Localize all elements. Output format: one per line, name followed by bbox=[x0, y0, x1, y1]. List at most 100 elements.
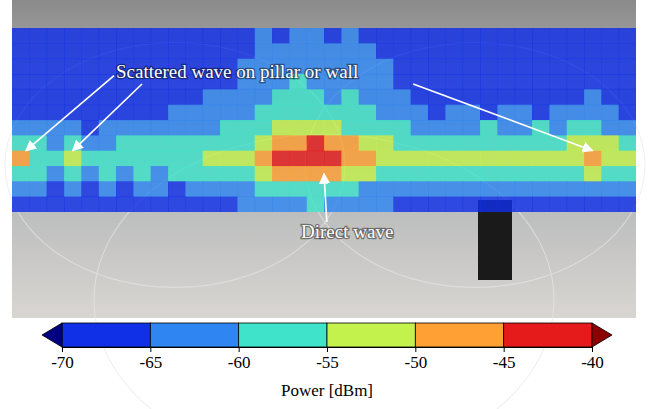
heat-cell bbox=[428, 181, 446, 197]
heat-cell bbox=[237, 151, 255, 167]
heat-cell bbox=[549, 74, 567, 90]
heat-cell bbox=[376, 59, 394, 75]
heat-cell bbox=[376, 181, 394, 197]
heat-cell bbox=[619, 43, 636, 59]
heat-cell bbox=[99, 43, 117, 59]
heat-cell bbox=[601, 135, 619, 151]
heat-cell bbox=[411, 105, 429, 121]
tick-label: -65 bbox=[139, 353, 162, 372]
colorbar: -70-65-60-55-50-45-40 bbox=[42, 323, 612, 372]
colorbar-title: Power [dBm] bbox=[281, 381, 373, 400]
heat-cell bbox=[619, 89, 636, 105]
heat-cell bbox=[445, 151, 463, 167]
heat-cell bbox=[324, 181, 342, 197]
heat-cell bbox=[480, 181, 498, 197]
heat-cell bbox=[567, 43, 585, 59]
heat-cell bbox=[237, 135, 255, 151]
heat-cell bbox=[168, 181, 186, 197]
heat-cell bbox=[81, 28, 99, 44]
heat-cell bbox=[272, 105, 290, 121]
heat-cell bbox=[515, 43, 533, 59]
heat-cell bbox=[29, 120, 47, 136]
annotation-arrow bbox=[324, 174, 327, 222]
heat-cell bbox=[168, 166, 186, 182]
heat-cell bbox=[480, 166, 498, 182]
heat-cell bbox=[116, 43, 134, 59]
heat-cell bbox=[428, 120, 446, 136]
heat-cell bbox=[619, 135, 636, 151]
heat-cell bbox=[515, 74, 533, 90]
heat-cell bbox=[255, 151, 273, 167]
heat-cell bbox=[359, 43, 377, 59]
heat-cell bbox=[515, 105, 533, 121]
floor-arc bbox=[94, 134, 554, 409]
heat-cell bbox=[203, 89, 221, 105]
heat-cell bbox=[272, 197, 290, 212]
heat-cell bbox=[99, 89, 117, 105]
heat-cell bbox=[12, 105, 30, 121]
heat-cell bbox=[185, 181, 203, 197]
heat-cell bbox=[272, 151, 290, 167]
heat-cell bbox=[307, 120, 325, 136]
heat-cell bbox=[168, 197, 186, 212]
tick: -45 bbox=[493, 347, 516, 372]
heat-cell bbox=[99, 166, 117, 182]
heat-cell bbox=[289, 89, 307, 105]
heat-cell bbox=[116, 181, 134, 197]
heat-cell bbox=[567, 74, 585, 90]
heat-cell bbox=[532, 59, 550, 75]
heat-cell bbox=[151, 166, 169, 182]
heat-cell bbox=[549, 151, 567, 167]
heat-cell bbox=[359, 105, 377, 121]
heat-cell bbox=[584, 74, 602, 90]
heat-cell bbox=[29, 181, 47, 197]
heat-cell bbox=[428, 59, 446, 75]
heat-cell bbox=[99, 135, 117, 151]
heat-cell bbox=[12, 197, 30, 212]
heat-cell bbox=[237, 105, 255, 121]
heat-cell bbox=[81, 89, 99, 105]
heat-cell bbox=[411, 197, 429, 212]
heat-cell bbox=[567, 197, 585, 212]
heat-cell bbox=[480, 89, 498, 105]
heat-cell bbox=[151, 181, 169, 197]
heat-cell bbox=[168, 43, 186, 59]
heat-cell bbox=[497, 28, 515, 44]
heat-cell bbox=[220, 135, 238, 151]
heat-cell bbox=[549, 28, 567, 44]
heat-cell bbox=[29, 197, 47, 212]
heat-cell bbox=[203, 197, 221, 212]
heat-cell bbox=[428, 28, 446, 44]
heat-cell bbox=[515, 28, 533, 44]
heat-cell bbox=[185, 28, 203, 44]
heat-cell bbox=[47, 105, 65, 121]
heat-cell bbox=[601, 120, 619, 136]
heat-cell bbox=[324, 28, 342, 44]
heat-cell bbox=[81, 197, 99, 212]
heat-cell bbox=[29, 105, 47, 121]
heat-cell bbox=[480, 28, 498, 44]
heat-cell bbox=[29, 89, 47, 105]
heat-cell bbox=[411, 59, 429, 75]
heat-cell bbox=[64, 43, 82, 59]
heat-cell bbox=[584, 166, 602, 182]
heat-cell bbox=[12, 166, 30, 182]
heat-cell bbox=[12, 59, 30, 75]
heat-cell bbox=[601, 166, 619, 182]
heat-cell bbox=[12, 120, 30, 136]
heat-cell bbox=[428, 89, 446, 105]
heat-cell bbox=[445, 74, 463, 90]
heat-cell bbox=[393, 59, 411, 75]
heat-cell bbox=[203, 151, 221, 167]
heat-cell bbox=[12, 151, 30, 167]
heat-cell bbox=[411, 151, 429, 167]
heat-cell bbox=[584, 28, 602, 44]
heat-cell bbox=[445, 181, 463, 197]
heat-cell bbox=[47, 43, 65, 59]
heat-cell bbox=[203, 28, 221, 44]
heat-cell bbox=[237, 89, 255, 105]
heat-cell bbox=[116, 166, 134, 182]
heat-cell bbox=[428, 151, 446, 167]
heat-cell bbox=[255, 181, 273, 197]
tick: -65 bbox=[139, 347, 162, 372]
